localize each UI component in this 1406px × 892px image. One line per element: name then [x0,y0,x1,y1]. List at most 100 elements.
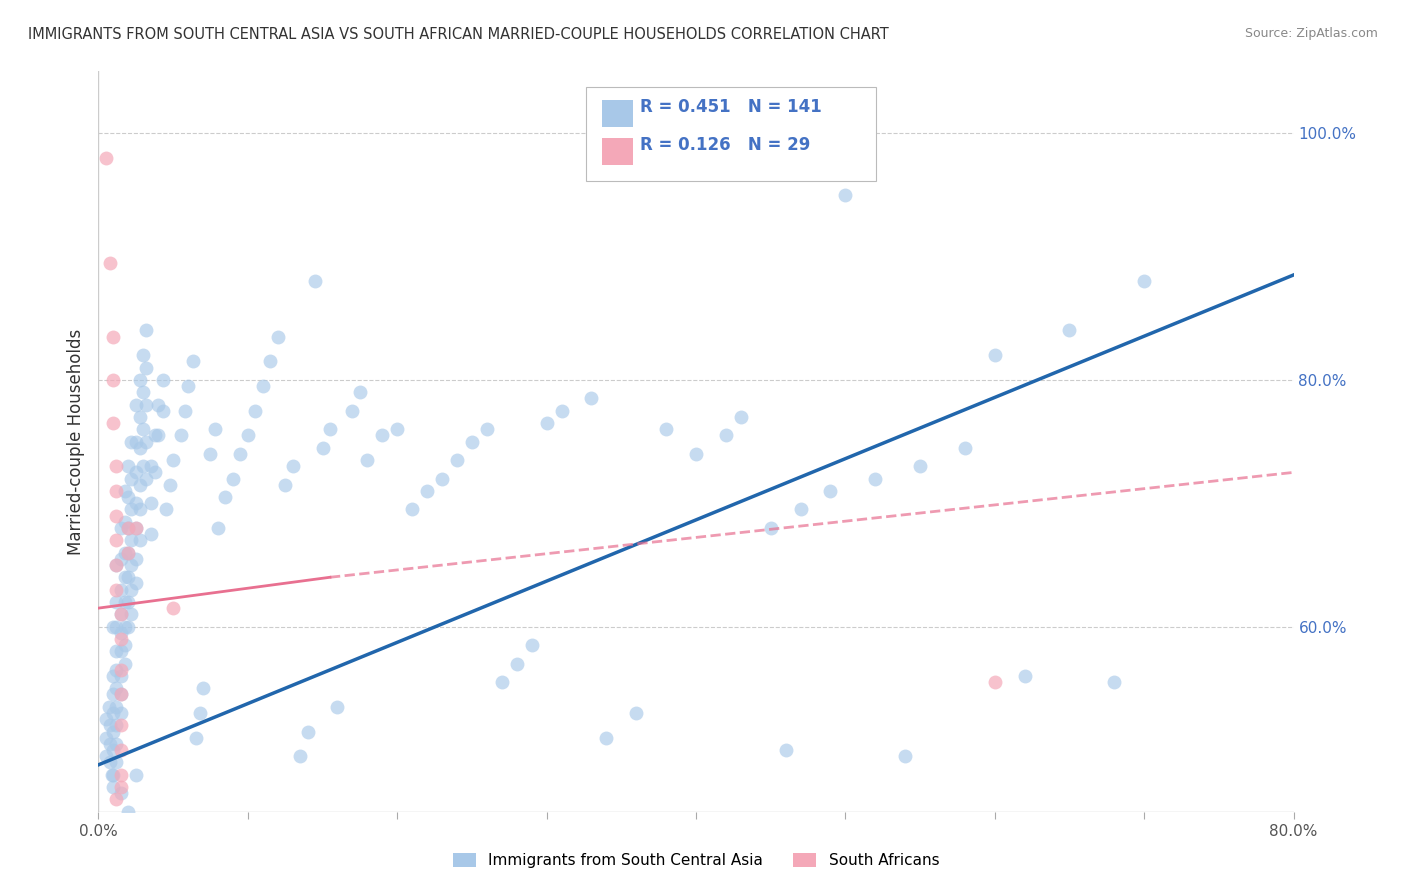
Point [1104,675,1126,690]
Point [110,582,132,597]
Point [125,434,148,449]
Point [214,490,236,504]
Point [105,699,128,714]
Point [105,681,128,696]
Point [125,466,148,480]
Point [714,428,737,442]
Point [143,428,166,442]
Point [184,731,207,745]
Point [191,681,214,696]
Point [120,607,142,622]
Point [181,354,204,368]
Point [204,422,226,436]
Point [105,756,128,770]
Point [110,607,132,622]
Point [135,398,157,412]
Point [110,688,132,702]
Point [135,434,157,449]
Point [139,527,162,541]
Point [129,373,152,387]
Point [626,879,648,892]
Point [120,582,142,597]
Point [655,422,678,436]
Point [114,546,136,560]
Point [129,477,152,491]
Point [105,595,128,609]
Text: Source: ZipAtlas.com: Source: ZipAtlas.com [1244,27,1378,40]
Point [114,515,136,529]
Point [252,379,274,393]
Point [110,786,132,800]
Point [120,472,142,486]
Point [120,434,142,449]
Point [110,551,132,566]
Point [103,688,125,702]
Text: IMMIGRANTS FROM SOUTH CENTRAL ASIA VS SOUTH AFRICAN MARRIED-COUPLE HOUSEHOLDS CO: IMMIGRANTS FROM SOUTH CENTRAL ASIA VS SO… [28,27,889,42]
Point [169,428,191,442]
Point [759,521,782,535]
Point [520,638,543,652]
Point [117,546,139,560]
Point [135,324,157,338]
Point [139,496,162,510]
Point [114,483,136,498]
Point [110,718,132,732]
Point [342,403,364,417]
Point [105,718,128,732]
Point [834,187,856,202]
Point [105,582,128,597]
Point [401,502,423,516]
Point [94,151,117,165]
Point [297,724,319,739]
Point [159,477,181,491]
Point [117,570,139,584]
Point [94,731,117,745]
Point [117,620,139,634]
Point [229,447,252,461]
Point [143,466,166,480]
Point [110,644,132,658]
Point [103,329,125,343]
Point [581,392,603,406]
Point [105,508,128,523]
Point [626,706,648,720]
Point [94,879,117,892]
Point [730,409,752,424]
Point [105,737,128,751]
Point [245,403,267,417]
Point [110,632,132,646]
Point [177,379,200,393]
Point [775,743,797,757]
Point [125,496,148,510]
Point [103,416,125,430]
Point [461,434,484,449]
Point [117,595,139,609]
Point [114,638,136,652]
Point [236,428,259,442]
Point [820,483,842,498]
Point [110,780,132,794]
Point [114,620,136,634]
Point [416,483,439,498]
Point [200,447,222,461]
Point [105,459,128,474]
Point [953,441,976,455]
Point [152,373,174,387]
Point [152,403,174,417]
Point [103,743,125,757]
Point [103,620,125,634]
Point [356,453,378,467]
Point [98,255,122,269]
Point [1014,669,1036,683]
Point [274,477,297,491]
Point [984,675,1007,690]
Point [288,749,311,764]
Point [349,385,371,400]
Point [222,472,245,486]
Point [125,551,148,566]
Point [110,625,132,640]
Point [105,663,128,677]
Point [110,669,132,683]
Point [117,546,139,560]
Point [105,558,128,572]
